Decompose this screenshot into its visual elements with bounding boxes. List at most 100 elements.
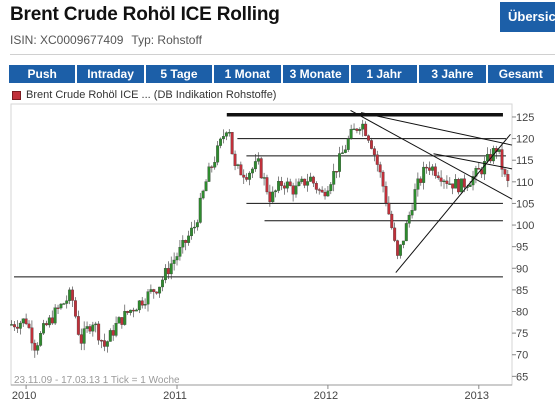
candle-body [326,190,330,197]
candle-body [297,181,301,186]
candle-body [291,185,295,195]
range-button-gesamt[interactable]: Gesamt [487,65,554,83]
candle-body [73,300,77,317]
candle-body [53,307,57,324]
candle-body [413,189,417,211]
candle-body [140,300,144,306]
candle-body [384,186,388,204]
trend-line [350,110,513,200]
candle-body [430,166,434,171]
candle-body [65,300,69,304]
candle-body [451,183,455,189]
candle-body [335,171,339,173]
candle-body [178,246,182,257]
candle-body [76,316,80,335]
candle-body [288,181,292,186]
candle-body [114,323,118,336]
x-tick-label: 2012 [314,390,338,402]
y-tick-label: 95 [516,242,528,254]
candle-body [155,291,159,294]
candle-body [251,168,254,174]
candle-body [407,214,411,224]
range-button-1-jahr[interactable]: 1 Jahr [350,65,418,83]
y-tick-label: 70 [516,350,528,362]
candle-body [221,136,225,140]
candle-body [33,342,37,351]
candle-body [311,176,315,184]
candle-body [27,323,31,328]
range-button-1-monat[interactable]: 1 Monat [214,65,281,83]
candle-body [364,123,368,136]
candle-body [21,318,25,324]
candle-body [146,291,150,305]
candle-body [349,129,353,139]
candle-body [375,154,379,165]
y-tick-label: 80 [516,307,528,319]
y-tick-label: 120 [516,134,534,146]
chart-legend: Brent Crude Rohöl ICE ... (DB Indikation… [12,89,276,101]
candle-body [129,309,133,313]
range-button-push[interactable]: Push [9,65,76,83]
candle-body [187,235,191,243]
candle-body [393,227,397,241]
candle-body [372,148,376,155]
candle-body [184,240,188,243]
candle-body [68,289,72,301]
candle-body [161,279,164,288]
candle-body [239,164,243,176]
candle-body [224,132,228,137]
candle-body [227,132,231,134]
candle-body [404,223,408,242]
candle-body [338,153,341,172]
candle-body [230,132,234,155]
candle-body [477,168,481,170]
trend-line [395,133,511,273]
candle-body [91,324,95,332]
header-divider [10,54,555,55]
range-button-5-tage[interactable]: 5 Tage [145,65,213,83]
overview-button[interactable]: Übersicht [500,2,555,32]
candle-body [425,166,429,169]
candle-body [233,153,237,166]
candle-body [88,326,92,332]
candle-body [132,309,135,312]
candle-body [42,323,45,334]
candle-body [506,174,510,181]
candle-body [44,323,48,326]
candle-body [181,240,185,248]
instrument-meta: ISIN: XC0009677409 Typ: Rohstoff [10,33,202,47]
candle-body [358,129,362,131]
candle-body [352,128,356,131]
candle-body [462,178,466,188]
y-tick-label: 75 [516,328,528,340]
range-button-3-monate[interactable]: 3 Monate [282,65,349,83]
candle-body [190,227,193,237]
candle-body [13,324,16,328]
candle-body [175,256,179,261]
candle-body [343,149,347,153]
y-tick-label: 110 [516,177,534,189]
candle-body [422,166,426,183]
range-button-intraday[interactable]: Intraday [77,65,144,83]
candle-body [439,177,443,182]
candle-body [59,303,63,309]
candle-body [15,326,19,329]
trend-line [360,112,513,146]
candle-body [277,181,281,191]
plot-area [10,103,513,386]
candle-body [149,289,153,292]
candle-body [419,178,423,183]
candle-body [433,166,437,176]
range-button-3-jahre[interactable]: 3 Jahre [419,65,486,83]
candle-body [94,323,98,326]
candle-body [323,191,327,197]
candle-body [306,181,310,186]
candle-body [219,138,222,146]
candle-body [30,327,34,344]
type-text: Typ: Rohstoff [131,33,202,47]
candle-body [317,189,321,191]
legend-label: Brent Crude Rohöl ICE ... (DB Indikation… [26,89,277,101]
candle-body [236,164,240,166]
candle-body [459,178,463,193]
candle-body [36,345,40,351]
